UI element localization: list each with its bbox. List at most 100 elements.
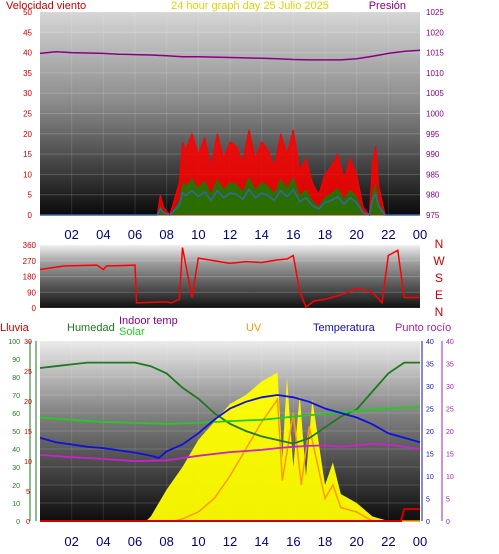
dewpoint-tick-label: 25 <box>446 407 454 414</box>
dewpoint-tick-label: 0 <box>446 519 450 526</box>
direction-tick-label: 270 <box>23 257 37 266</box>
wind-tick-label: 45 <box>23 28 32 37</box>
x-tick-label: 02 <box>64 534 78 549</box>
direction-tick-label: 360 <box>23 241 37 250</box>
pressure-tick-label: 1020 <box>426 28 444 37</box>
temperature-tick-label: 20 <box>426 429 434 436</box>
wind-tick-label: 5 <box>28 191 33 200</box>
humidity-series <box>39 361 420 445</box>
direction-left-axis: 0 90 180 270 360 <box>23 241 37 313</box>
rain-tick-label: 0 <box>26 519 30 526</box>
temperature-tick-label: 30 <box>426 384 434 391</box>
x-tick-label: 18 <box>318 227 332 242</box>
x-tick-label: 18 <box>318 534 332 549</box>
x-tick-label: 04 <box>96 227 110 242</box>
dewpoint-series <box>39 442 421 463</box>
wind-direction-series <box>39 247 420 309</box>
x-tick-label: 16 <box>286 534 300 549</box>
rain-tick-label: 30 <box>24 339 32 346</box>
wind-left-axis: 0 5 10 15 20 25 30 35 40 45 50 <box>23 8 32 220</box>
humidity-tick-label: 90 <box>12 357 20 364</box>
x-tick-label: 14 <box>254 227 268 242</box>
rain-label: Lluvia <box>0 322 30 334</box>
x-tick-label: 22 <box>381 227 395 242</box>
rain-tick-label: 10 <box>24 459 32 466</box>
wind-low-component <box>40 176 420 215</box>
pressure-tick-label: 1000 <box>426 110 444 119</box>
wind-tick-label: 40 <box>23 49 32 58</box>
wind-tick-label: 50 <box>23 8 32 17</box>
wind-tick-label: 20 <box>23 130 32 139</box>
wind-tick-label: 15 <box>23 150 32 159</box>
x-tick-label: 20 <box>349 534 363 549</box>
temperature-tick-label: 0 <box>426 519 430 526</box>
multi-axes: 0102030405060708090100051015202530051015… <box>8 339 454 526</box>
direction-tick-label: 90 <box>27 288 36 297</box>
direction-tick-label: 180 <box>23 273 37 282</box>
direction-grid <box>40 244 420 309</box>
direction-series <box>39 247 420 309</box>
compass-label: S <box>435 271 443 285</box>
dewpoint-tick-label: 30 <box>446 384 454 391</box>
x-tick-label: 16 <box>286 227 300 242</box>
temperature-tick-label: 35 <box>426 362 434 369</box>
wind-tick-label: 0 <box>28 211 33 220</box>
temperature-label: Temperatura <box>313 322 376 334</box>
pressure-tick-label: 980 <box>426 191 440 200</box>
dewpoint-tick-label: 40 <box>446 339 454 346</box>
humidity-tick-label: 60 <box>12 411 20 418</box>
temperature-series <box>39 394 421 459</box>
dewpoint-tick-label: 10 <box>446 474 454 481</box>
humidity-tick-label: 80 <box>12 375 20 382</box>
pressure-tick-label: 1025 <box>426 8 444 17</box>
pressure-right-axis: 975 980 985 990 995 1000 1005 1010 1015 1020 1025 <box>426 8 444 220</box>
x-tick-label: 22 <box>381 534 395 549</box>
rain-tick-label: 15 <box>24 429 32 436</box>
x-tick-label: 04 <box>96 534 110 549</box>
pressure-tick-label: 1015 <box>426 49 444 58</box>
wind-speed-title: Velocidad viento <box>6 0 86 12</box>
x-tick-label: 12 <box>223 534 237 549</box>
compass-label: N <box>435 305 444 319</box>
wind-tick-label: 35 <box>23 69 32 78</box>
dewpoint-label: Punto rocío <box>395 322 451 334</box>
x-tick-label: 08 <box>159 227 173 242</box>
x-tick-label: 00 <box>413 534 427 549</box>
pressure-tick-label: 1005 <box>426 89 444 98</box>
multi-sensor-panel: 0102030405060708090100051015202530051015… <box>0 315 454 549</box>
indoor-temp-label: Indoor temp <box>119 315 178 327</box>
wind-speed-series <box>40 129 420 217</box>
humidity-tick-label: 0 <box>16 519 20 526</box>
compass-label: E <box>435 288 443 302</box>
rain-series <box>40 508 420 522</box>
dewpoint-tick-label: 5 <box>446 497 450 504</box>
humidity-tick-label: 20 <box>12 483 20 490</box>
x-tick-label: 06 <box>128 227 142 242</box>
rain-tick-label: 25 <box>24 369 32 376</box>
temperature-tick-label: 15 <box>426 452 434 459</box>
pressure-tick-label: 995 <box>426 130 440 139</box>
x-tick-label: 08 <box>159 534 173 549</box>
direction-tick-label: 0 <box>32 304 37 313</box>
humidity-tick-label: 10 <box>12 501 20 508</box>
multi-x-axis: 02 04 06 08 10 12 14 16 18 20 22 00 <box>64 534 427 549</box>
pressure-tick-label: 985 <box>426 170 440 179</box>
temperature-tick-label: 40 <box>426 339 434 346</box>
pressure-title: Presión <box>369 0 406 12</box>
temperature-tick-label: 10 <box>426 474 434 481</box>
compass-label: N <box>435 237 444 251</box>
dewpoint-tick-label: 15 <box>446 452 454 459</box>
uv-label: UV <box>246 322 262 334</box>
wind-tick-label: 25 <box>23 110 32 119</box>
rain-tick-label: 20 <box>24 399 32 406</box>
temperature-tick-label: 5 <box>426 497 430 504</box>
humidity-tick-label: 100 <box>8 339 20 346</box>
pressure-tick-label: 1010 <box>426 69 444 78</box>
dewpoint-tick-label: 35 <box>446 362 454 369</box>
uv-series <box>40 397 420 522</box>
pressure-tick-label: 990 <box>426 150 440 159</box>
wind-x-axis: 02 04 06 08 10 12 14 16 18 20 22 00 <box>64 227 427 242</box>
